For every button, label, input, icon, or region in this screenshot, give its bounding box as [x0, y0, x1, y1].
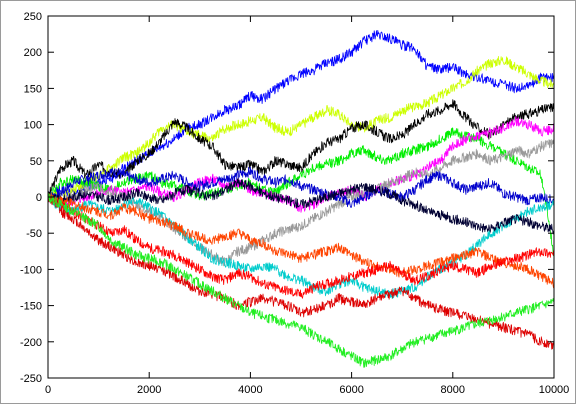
series-layer — [47, 30, 555, 368]
series-line-8 — [47, 192, 555, 299]
series-line-9 — [47, 177, 555, 235]
series-line-13 — [47, 192, 555, 368]
x-tick-label: 6000 — [339, 384, 363, 396]
x-tick-label: 8000 — [441, 384, 465, 396]
y-tick-label: 50 — [30, 156, 42, 168]
y-tick-label: -100 — [20, 264, 42, 276]
x-tick-label: 2000 — [137, 384, 161, 396]
y-tick-label: 200 — [24, 47, 42, 59]
y-tick-label: 150 — [24, 83, 42, 95]
series-line-7 — [47, 166, 555, 208]
y-tick-label: -50 — [26, 228, 42, 240]
x-tick-label: 4000 — [238, 384, 262, 396]
y-tick-label: -200 — [20, 337, 42, 349]
series-line-6 — [47, 139, 555, 267]
y-tick-label: 0 — [36, 192, 42, 204]
x-tick-label: 0 — [45, 384, 51, 396]
series-line-4 — [47, 127, 555, 257]
y-tick-label: -250 — [20, 373, 42, 385]
series-line-3 — [47, 99, 555, 200]
y-tick-label: 100 — [24, 120, 42, 132]
series-line-12 — [47, 194, 555, 350]
series-line-10 — [47, 192, 555, 289]
x-tick-label: 10000 — [539, 384, 570, 396]
y-tick-label: 250 — [24, 11, 42, 23]
series-line-2 — [47, 56, 555, 201]
y-tick-label: -150 — [20, 301, 42, 313]
series-line-11 — [47, 192, 555, 299]
series-line-5 — [47, 116, 555, 213]
